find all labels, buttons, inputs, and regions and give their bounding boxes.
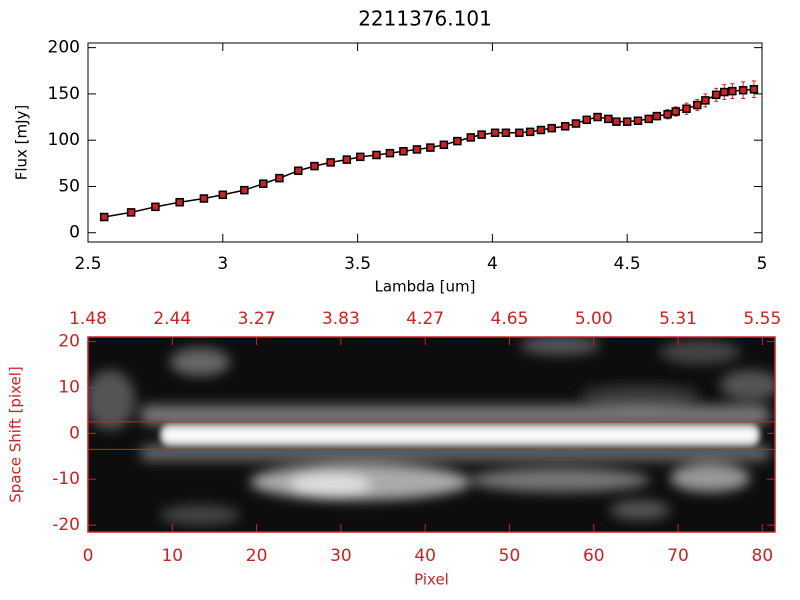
data-point bbox=[571, 119, 581, 128]
data-point bbox=[633, 116, 643, 125]
x2-tick-label: 3.83 bbox=[322, 309, 360, 329]
x2-tick-label: 4.65 bbox=[491, 309, 529, 329]
data-point bbox=[515, 128, 524, 138]
data-point bbox=[738, 85, 748, 95]
data-point bbox=[477, 130, 486, 139]
data-point bbox=[582, 115, 592, 125]
data-point bbox=[682, 104, 691, 113]
data-point bbox=[560, 122, 570, 131]
spectrum-image bbox=[88, 337, 775, 532]
data-point bbox=[536, 125, 546, 135]
x-tick-label: 40 bbox=[414, 546, 436, 566]
x-tick-label: 0 bbox=[83, 546, 94, 566]
data-point bbox=[326, 158, 335, 167]
data-point bbox=[372, 150, 381, 160]
data-point bbox=[501, 128, 511, 138]
data-point bbox=[453, 136, 462, 146]
data-point bbox=[466, 133, 476, 142]
data-point bbox=[310, 161, 319, 171]
x-tick-label: 5 bbox=[757, 254, 768, 274]
data-point bbox=[671, 107, 680, 116]
data-point bbox=[218, 190, 228, 200]
x-tick-label: 2.5 bbox=[74, 254, 101, 274]
x-tick-label: 4.5 bbox=[614, 254, 641, 274]
x-tick-label: 4 bbox=[487, 254, 498, 274]
data-point bbox=[720, 87, 729, 97]
x-tick-label: 20 bbox=[246, 546, 268, 566]
data-point bbox=[604, 114, 613, 124]
data-point bbox=[693, 100, 702, 110]
data-point bbox=[439, 140, 449, 150]
data-point bbox=[663, 110, 672, 119]
x2-tick-label: 2.44 bbox=[153, 309, 191, 329]
x2-tick-label: 5.55 bbox=[743, 309, 781, 329]
data-point bbox=[99, 212, 109, 222]
x-axis-label: Lambda [um] bbox=[375, 278, 476, 296]
x-tick-label: 50 bbox=[499, 546, 521, 566]
data-point bbox=[701, 96, 710, 105]
data-point bbox=[399, 147, 408, 156]
data-point bbox=[258, 179, 268, 188]
y-tick-label: 50 bbox=[58, 176, 80, 196]
data-point bbox=[240, 185, 249, 195]
x-tick-label: 80 bbox=[752, 546, 774, 566]
y-tick-label: -10 bbox=[52, 469, 80, 489]
data-point bbox=[126, 208, 136, 217]
data-point bbox=[412, 145, 422, 154]
image-frame bbox=[87, 336, 776, 533]
data-point bbox=[175, 197, 184, 207]
data-point bbox=[749, 85, 759, 94]
data-point bbox=[275, 173, 284, 183]
y-tick-label: 150 bbox=[48, 84, 80, 104]
x-tick-label: 3.5 bbox=[344, 254, 371, 274]
data-point bbox=[490, 128, 500, 138]
data-point bbox=[728, 86, 737, 96]
data-point bbox=[426, 143, 435, 152]
y-tick-label: 0 bbox=[69, 423, 80, 443]
data-point bbox=[612, 117, 621, 126]
y-tick-label: -20 bbox=[52, 515, 80, 535]
data-point bbox=[622, 117, 632, 126]
data-point bbox=[151, 202, 160, 212]
y-axis-label: Flux [mJy] bbox=[13, 105, 31, 181]
x2-tick-label: 3.27 bbox=[238, 309, 276, 329]
x-tick-label: 70 bbox=[667, 546, 689, 566]
data-point bbox=[644, 114, 654, 124]
x-tick-label: 3 bbox=[217, 254, 228, 274]
x2-tick-label: 5.00 bbox=[575, 309, 613, 329]
y-tick-label: 200 bbox=[48, 38, 80, 58]
y-tick-label: 100 bbox=[48, 130, 80, 150]
data-point bbox=[356, 152, 365, 162]
y-tick-label: 10 bbox=[58, 377, 80, 397]
data-point bbox=[525, 127, 535, 137]
x-tick-label: 30 bbox=[330, 546, 352, 566]
data-point bbox=[199, 194, 209, 203]
chart-title: 2211376.101 bbox=[358, 7, 492, 31]
data-point bbox=[652, 111, 662, 121]
x2-tick-label: 1.48 bbox=[69, 309, 107, 329]
data-point bbox=[294, 166, 303, 175]
data-point bbox=[342, 155, 352, 164]
plot-frame bbox=[87, 42, 763, 243]
x-axis-label: Pixel bbox=[414, 571, 449, 589]
data-point bbox=[711, 90, 721, 100]
y-axis-label: Space Shift [pixel] bbox=[7, 366, 25, 503]
data-point bbox=[547, 123, 556, 133]
x-tick-label: 10 bbox=[161, 546, 183, 566]
data-point bbox=[385, 148, 395, 158]
data-point bbox=[593, 112, 602, 122]
x2-tick-label: 5.31 bbox=[659, 309, 697, 329]
x2-tick-label: 4.27 bbox=[406, 309, 444, 329]
x-tick-label: 60 bbox=[583, 546, 605, 566]
y-tick-label: 0 bbox=[69, 223, 80, 243]
y-tick-label: 20 bbox=[58, 332, 80, 352]
